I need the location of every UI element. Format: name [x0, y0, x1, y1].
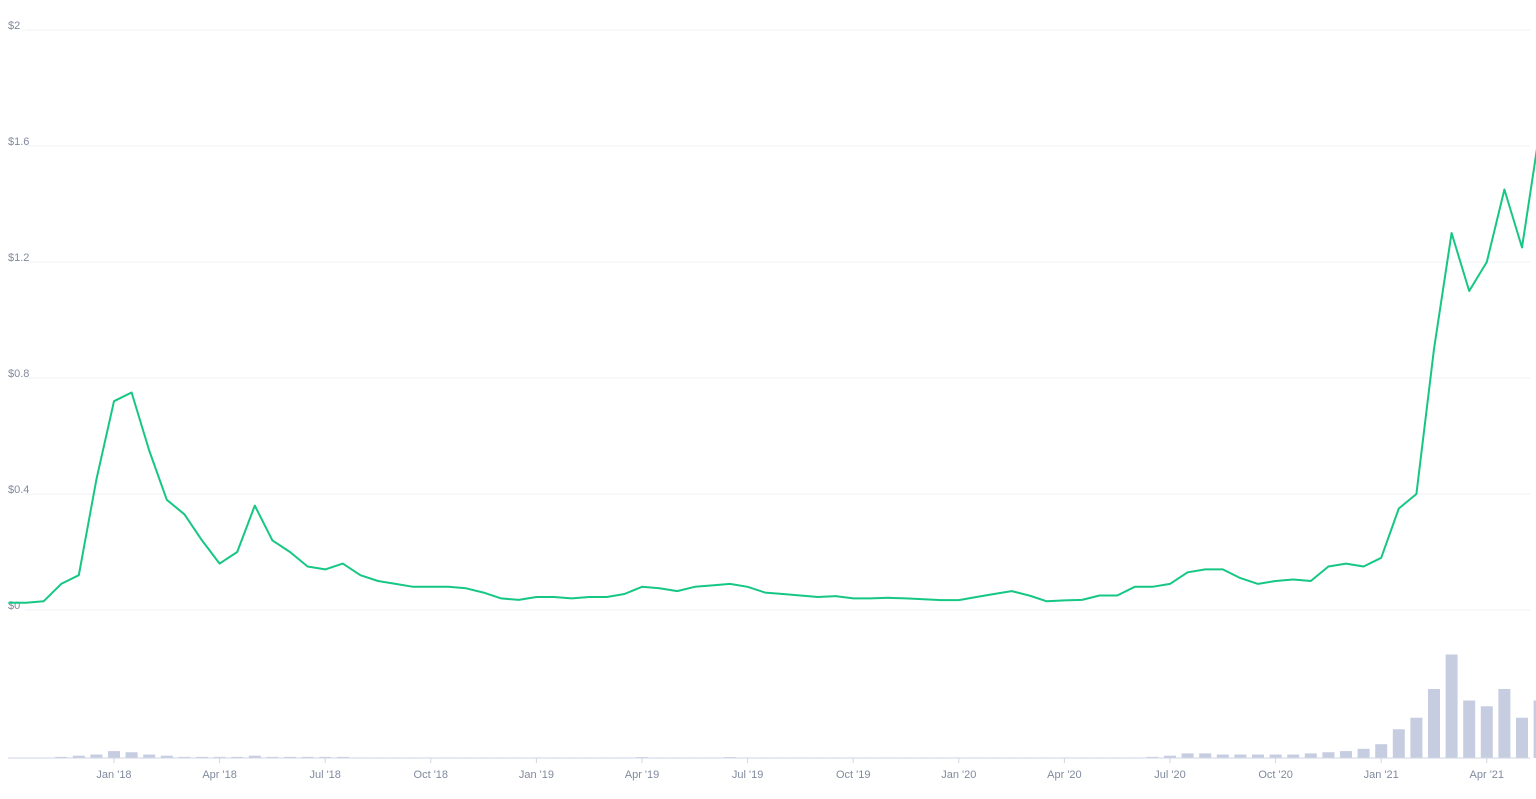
volume-bar: [72, 755, 85, 758]
x-tick-label: Jan '20: [941, 769, 976, 781]
volume-bar: [1480, 706, 1493, 758]
volume-bar: [196, 756, 208, 758]
y-tick-label: $0.4: [8, 484, 29, 496]
y-tick-label: $0.8: [8, 368, 29, 380]
volume-bar: [1375, 744, 1388, 758]
x-tick-label: Jul '20: [1154, 769, 1185, 781]
volume-bar: [1340, 751, 1352, 758]
volume-bar: [213, 756, 226, 758]
volume-bar: [143, 754, 156, 758]
volume-bar: [90, 754, 103, 758]
volume-bar: [1463, 700, 1476, 758]
x-tick-label: Apr '18: [202, 769, 237, 781]
volume-bar: [1304, 753, 1317, 758]
volume-bar: [1164, 755, 1176, 758]
volume-bar: [319, 756, 332, 758]
volume-bar: [1234, 754, 1247, 758]
x-tick-label: Jan '19: [519, 769, 554, 781]
y-tick-label: $1.2: [8, 252, 29, 264]
volume-bar: [160, 755, 173, 758]
x-tick-label: Apr '21: [1470, 769, 1505, 781]
volume-bar: [1322, 752, 1335, 758]
volume-bar: [301, 756, 314, 758]
volume-bar: [231, 756, 244, 758]
volume-bar: [1498, 689, 1511, 758]
volume-bar: [1252, 754, 1264, 758]
x-tick-label: Oct '19: [836, 769, 871, 781]
volume-bar: [125, 752, 138, 758]
volume-bar: [178, 756, 191, 758]
volume-bar: [1181, 753, 1194, 758]
volume-bar: [1357, 748, 1370, 758]
x-tick-label: Jul '18: [309, 769, 340, 781]
volume-bar: [248, 755, 261, 758]
volume-bar: [266, 756, 279, 758]
volume-bar: [1516, 717, 1528, 758]
volume-bar: [55, 756, 68, 758]
volume-bar: [1410, 717, 1423, 758]
volume-bar: [1199, 753, 1212, 758]
y-tick-label: $1.6: [8, 136, 29, 148]
volume-bar: [108, 751, 120, 758]
volume-bar: [1287, 754, 1300, 758]
volume-bar: [1392, 729, 1405, 758]
x-tick-label: Oct '20: [1258, 769, 1293, 781]
price-line: [8, 148, 1536, 604]
x-tick-label: Jan '18: [96, 769, 131, 781]
x-tick-label: Jul '19: [732, 769, 763, 781]
x-tick-label: Apr '19: [625, 769, 660, 781]
volume-bar: [1533, 700, 1536, 758]
x-tick-label: Oct '18: [414, 769, 449, 781]
volume-bar: [1445, 654, 1458, 758]
volume-bar: [284, 756, 296, 758]
volume-bar: [336, 756, 349, 758]
volume-bar: [1216, 754, 1229, 758]
y-tick-label: $0: [8, 600, 20, 612]
x-tick-label: Apr '20: [1047, 769, 1082, 781]
y-tick-label: $2: [8, 20, 20, 32]
volume-bar: [1146, 756, 1159, 758]
volume-bar: [1269, 754, 1282, 758]
volume-bar: [1428, 689, 1440, 758]
x-tick-label: Jan '21: [1364, 769, 1399, 781]
